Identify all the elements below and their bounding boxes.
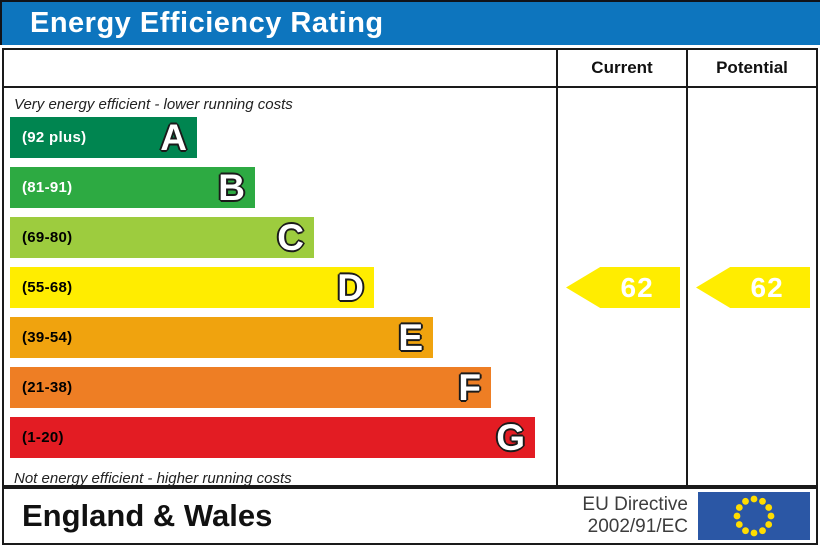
band-bar-e: (39-54) E xyxy=(10,317,433,358)
band-range-label: (69-80) xyxy=(22,229,73,246)
current-rating-cell: 62 xyxy=(556,88,686,489)
top-note: Very energy efficient - lower running co… xyxy=(14,95,293,113)
band-bar-a: (92 plus) A xyxy=(10,117,197,158)
title-bar: Energy Efficiency Rating xyxy=(0,0,820,45)
band-range-label: (55-68) xyxy=(22,279,73,296)
bottom-note: Not energy efficient - higher running co… xyxy=(14,469,292,487)
band-range-label: (92 plus) xyxy=(22,129,87,146)
region-label: England & Wales xyxy=(22,498,273,533)
band-bar-c: (69-80) C xyxy=(10,217,314,258)
rating-table: Current Potential Very energy efficient … xyxy=(2,48,818,489)
band-letter: A xyxy=(160,117,187,158)
band-chart: Very energy efficient - lower running co… xyxy=(4,88,556,489)
eu-directive-label: EU Directive 2002/91/EC xyxy=(582,494,688,539)
page-title: Energy Efficiency Rating xyxy=(30,7,384,39)
band-row-c: (69-80) C xyxy=(10,217,556,258)
potential-rating-arrow: 62 xyxy=(696,267,810,308)
band-row-f: (21-38) F xyxy=(10,367,556,408)
band-range-label: (81-91) xyxy=(22,179,73,196)
eu-directive-line2: 2002/91/EC xyxy=(587,516,688,537)
band-letter: B xyxy=(218,167,245,208)
band-bar-b: (81-91) B xyxy=(10,167,255,208)
header-spacer xyxy=(4,50,556,88)
band-letter: C xyxy=(277,217,304,258)
band-row-g: (1-20) G xyxy=(10,417,556,458)
band-row-d: (55-68) D xyxy=(10,267,556,308)
header-potential: Potential xyxy=(686,50,816,88)
current-rating-arrow: 62 xyxy=(566,267,680,308)
band-letter: F xyxy=(458,367,481,408)
current-rating-value: 62 xyxy=(620,271,654,303)
band-row-e: (39-54) E xyxy=(10,317,556,358)
band-row-a: (92 plus) A xyxy=(10,117,556,158)
band-letter: G xyxy=(496,417,525,458)
band-range-label: (1-20) xyxy=(22,429,64,446)
potential-rating-value: 62 xyxy=(750,271,784,303)
band-list: (92 plus) A (81-91) B (69-80) C xyxy=(10,117,556,458)
band-bar-g: (1-20) G xyxy=(10,417,535,458)
header-current: Current xyxy=(556,50,686,88)
band-letter: E xyxy=(398,317,423,358)
band-row-b: (81-91) B xyxy=(10,167,556,208)
band-bar-d: (55-68) D xyxy=(10,267,374,308)
eu-flag-icon xyxy=(698,492,810,540)
band-range-label: (39-54) xyxy=(22,329,73,346)
eu-directive-line1: EU Directive xyxy=(582,493,688,515)
potential-rating-cell: 62 xyxy=(686,88,816,489)
band-letter: D xyxy=(337,267,364,308)
band-bar-f: (21-38) F xyxy=(10,367,491,408)
footer: England & Wales EU Directive 2002/91/EC xyxy=(2,487,818,545)
band-range-label: (21-38) xyxy=(22,379,73,396)
